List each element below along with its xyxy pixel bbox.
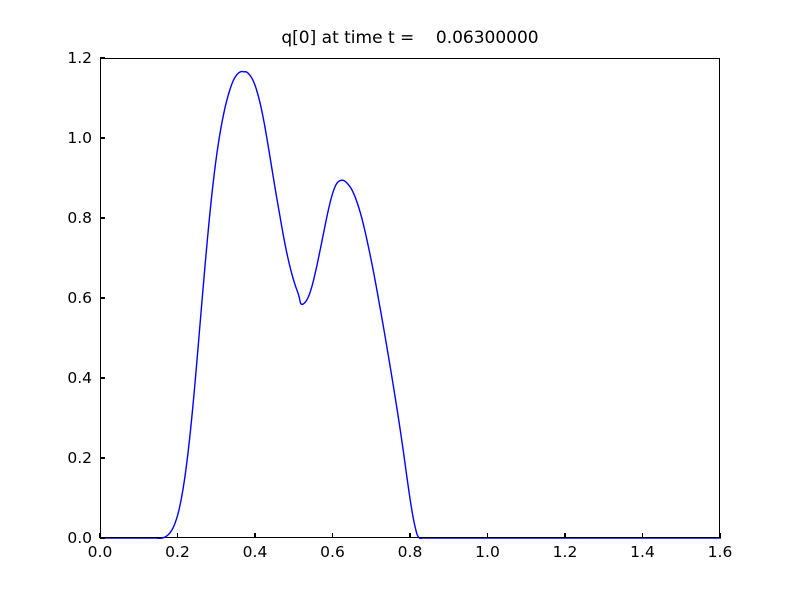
x-tick-label: 1.4	[630, 543, 655, 561]
x-tick-mark	[719, 533, 721, 538]
x-tick-mark	[564, 533, 566, 538]
y-tick-mark	[100, 457, 105, 459]
x-tick-label: 1.2	[552, 543, 578, 561]
plot-axes-area	[100, 58, 721, 539]
y-tick-label: 1.2	[67, 49, 92, 67]
y-tick-label: 0.2	[67, 449, 92, 467]
y-tick-label: 0.0	[67, 529, 92, 547]
y-tick-label: 0.4	[67, 369, 92, 387]
x-tick-mark	[641, 533, 644, 538]
x-tick-mark	[254, 533, 256, 538]
y-tick-mark	[100, 377, 105, 379]
x-tick-label: 0.6	[320, 543, 345, 561]
x-tick-label: 0.2	[165, 543, 190, 561]
x-tick-label: 0.4	[242, 543, 268, 561]
y-tick-mark	[100, 137, 105, 139]
y-tick-label: 0.8	[67, 209, 92, 227]
y-tick-mark	[100, 537, 105, 539]
x-tick-mark	[331, 533, 334, 538]
data-series-line	[101, 70, 721, 539]
chart-title: q[0] at time t = 0.06300000	[281, 28, 539, 48]
y-tick-mark	[100, 217, 105, 219]
x-tick-label: 1.0	[475, 543, 500, 561]
x-tick-label: 1.6	[707, 543, 733, 561]
y-tick-mark	[100, 57, 105, 59]
x-tick-label: 0.0	[87, 543, 113, 561]
x-tick-mark	[486, 533, 489, 538]
y-tick-label: 0.6	[67, 289, 92, 307]
x-tick-label: 0.8	[397, 543, 423, 561]
y-tick-label: 1.0	[67, 129, 92, 147]
plot-line-svg	[101, 70, 721, 539]
x-tick-mark	[409, 533, 411, 538]
y-tick-mark	[100, 297, 105, 299]
x-tick-mark	[99, 533, 101, 538]
x-tick-mark	[176, 533, 179, 538]
